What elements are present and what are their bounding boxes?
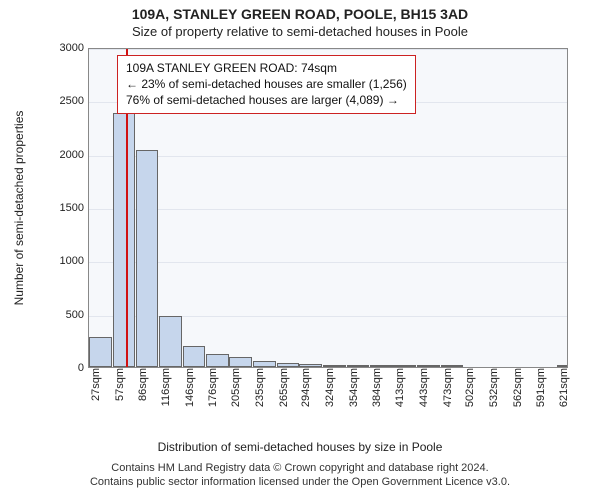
- x-tick-label: 324sqm: [324, 368, 336, 407]
- x-tick-label: 116sqm: [160, 368, 172, 406]
- footer-attribution: Contains HM Land Registry data © Crown c…: [0, 462, 600, 490]
- histogram-bar: [347, 365, 370, 367]
- x-tick-label: 205sqm: [230, 368, 242, 407]
- x-tick-label: 354sqm: [348, 368, 360, 407]
- x-tick-label: 176sqm: [207, 368, 219, 407]
- x-tick-label: 502sqm: [464, 368, 476, 407]
- y-tick-label: 1000: [44, 255, 84, 267]
- histogram-bar: [183, 346, 206, 367]
- histogram-bar: [136, 150, 159, 367]
- histogram-bar: [557, 365, 568, 367]
- footer-line-1: Contains HM Land Registry data © Crown c…: [0, 462, 600, 476]
- y-tick-label: 500: [44, 309, 84, 321]
- plot-area: 109A STANLEY GREEN ROAD: 74sqm← 23% of s…: [88, 48, 568, 368]
- x-tick-label: 532sqm: [488, 368, 500, 407]
- y-tick-label: 2000: [44, 149, 84, 161]
- gridline: [89, 262, 567, 263]
- histogram-bar: [393, 365, 416, 367]
- info-line-1: 109A STANLEY GREEN ROAD: 74sqm: [126, 60, 407, 76]
- y-tick-label: 0: [44, 362, 84, 374]
- footer-line-2: Contains public sector information licen…: [0, 476, 600, 490]
- x-tick-label: 473sqm: [442, 368, 454, 407]
- histogram-bar: [253, 361, 276, 367]
- histogram-bar: [441, 365, 464, 367]
- histogram-bar: [417, 365, 440, 367]
- x-tick-label: 146sqm: [184, 368, 196, 407]
- gridline: [89, 209, 567, 210]
- x-tick-label: 413sqm: [394, 368, 406, 407]
- histogram-bar: [229, 357, 252, 367]
- info-line-3: 76% of semi-detached houses are larger (…: [126, 92, 407, 108]
- y-tick-label: 3000: [44, 42, 84, 54]
- x-tick-labels: 27sqm 57sqm 86sqm 116sqm 146sqm 176sqm 205sqm 2…: [88, 368, 568, 438]
- x-tick-label: 265sqm: [278, 368, 290, 407]
- x-tick-label: 86sqm: [137, 368, 149, 401]
- x-tick-label: 27sqm: [90, 368, 102, 401]
- x-tick-label: 384sqm: [371, 368, 383, 407]
- histogram-bar: [206, 354, 229, 367]
- x-tick-label: 443sqm: [418, 368, 430, 407]
- gridline: [89, 156, 567, 157]
- x-axis-label: Distribution of semi-detached houses by …: [0, 440, 600, 454]
- y-tick-label: 2500: [44, 95, 84, 107]
- x-tick-label: 621sqm: [558, 368, 570, 407]
- info-callout-box: 109A STANLEY GREEN ROAD: 74sqm← 23% of s…: [117, 55, 416, 114]
- histogram-bar: [113, 113, 136, 367]
- histogram-bar: [159, 316, 182, 367]
- x-tick-label: 591sqm: [535, 368, 547, 407]
- x-tick-label: 294sqm: [300, 368, 312, 407]
- info-line-2: ← 23% of semi-detached houses are smalle…: [126, 76, 407, 92]
- y-axis-label: Number of semi-detached properties: [12, 48, 32, 368]
- histogram-bar: [323, 365, 346, 367]
- x-tick-label: 235sqm: [254, 368, 266, 407]
- histogram-bar: [370, 365, 393, 367]
- histogram-bar: [299, 364, 322, 367]
- x-tick-label: 562sqm: [512, 368, 524, 407]
- histogram-bar: [89, 337, 112, 367]
- histogram-bar: [277, 363, 300, 367]
- x-tick-label: 57sqm: [114, 368, 126, 401]
- title-line-2: Size of property relative to semi-detach…: [0, 22, 600, 39]
- chart-figure: 109A, STANLEY GREEN ROAD, POOLE, BH15 3A…: [0, 0, 600, 500]
- y-tick-label: 1500: [44, 202, 84, 214]
- gridline: [89, 49, 567, 50]
- title-line-1: 109A, STANLEY GREEN ROAD, POOLE, BH15 3A…: [0, 0, 600, 22]
